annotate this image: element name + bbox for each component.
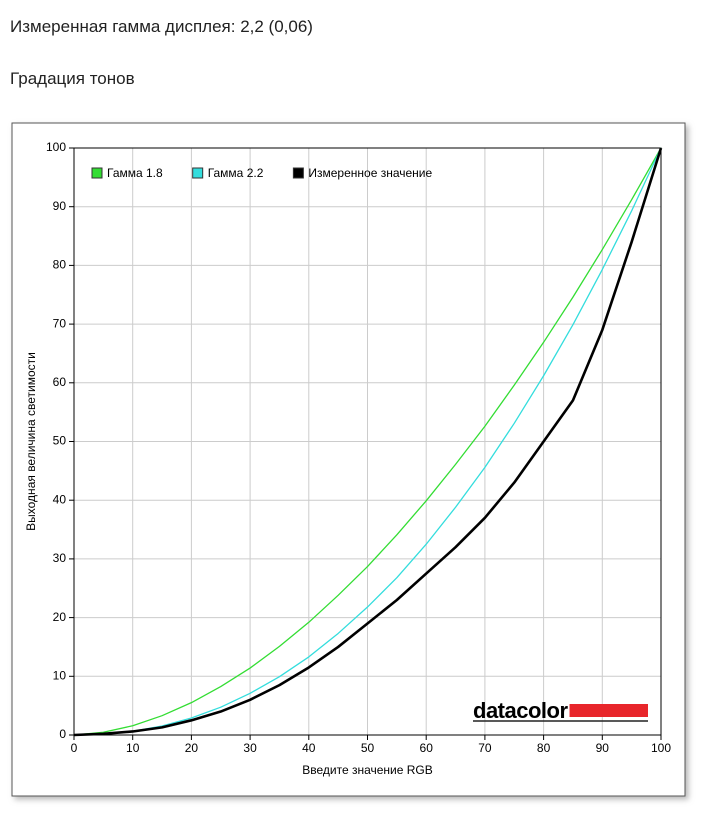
y-tick-label: 20 <box>53 610 67 624</box>
series-line <box>73 147 662 736</box>
y-tick-label: 0 <box>59 727 66 741</box>
y-tick-label: 10 <box>53 668 67 682</box>
logo: datacolor <box>473 698 568 723</box>
y-tick-label: 70 <box>53 316 67 330</box>
x-tick-label: 80 <box>537 741 551 755</box>
logo-bar <box>569 704 648 717</box>
x-tick-label: 100 <box>651 741 671 755</box>
y-tick-label: 30 <box>53 551 67 565</box>
x-tick-label: 50 <box>361 741 375 755</box>
legend-label: Гамма 2.2 <box>208 166 264 180</box>
x-tick-label: 20 <box>185 741 199 755</box>
series-line <box>73 147 662 736</box>
x-axis-label: Введите значение RGB <box>302 763 433 777</box>
y-tick-label: 80 <box>53 258 67 272</box>
y-tick-label: 40 <box>53 492 67 506</box>
legend-swatch <box>91 167 103 179</box>
y-tick-label: 50 <box>53 434 67 448</box>
legend-swatch <box>192 167 204 179</box>
plot-border <box>73 147 662 736</box>
y-axis-label: Выходная величина светимости <box>24 352 38 531</box>
x-tick-label: 30 <box>243 741 257 755</box>
y-tick-label: 60 <box>53 375 67 389</box>
x-tick-label: 40 <box>302 741 316 755</box>
y-tick-label: 90 <box>53 199 67 213</box>
x-tick-label: 10 <box>126 741 140 755</box>
series-line <box>73 147 663 737</box>
x-tick-label: 0 <box>71 741 78 755</box>
legend-label: Гамма 1.8 <box>107 166 163 180</box>
chart-frame <box>11 122 686 797</box>
section-title: Градация тонов <box>10 69 135 88</box>
x-tick-label: 70 <box>478 741 492 755</box>
x-tick-label: 90 <box>596 741 610 755</box>
page-title: Измеренная гамма дисплея: 2,2 (0,06) <box>10 17 313 36</box>
y-tick-label: 100 <box>46 140 66 154</box>
legend-swatch <box>292 167 304 179</box>
legend-label: Измеренное значение <box>308 166 432 180</box>
x-tick-label: 60 <box>420 741 434 755</box>
